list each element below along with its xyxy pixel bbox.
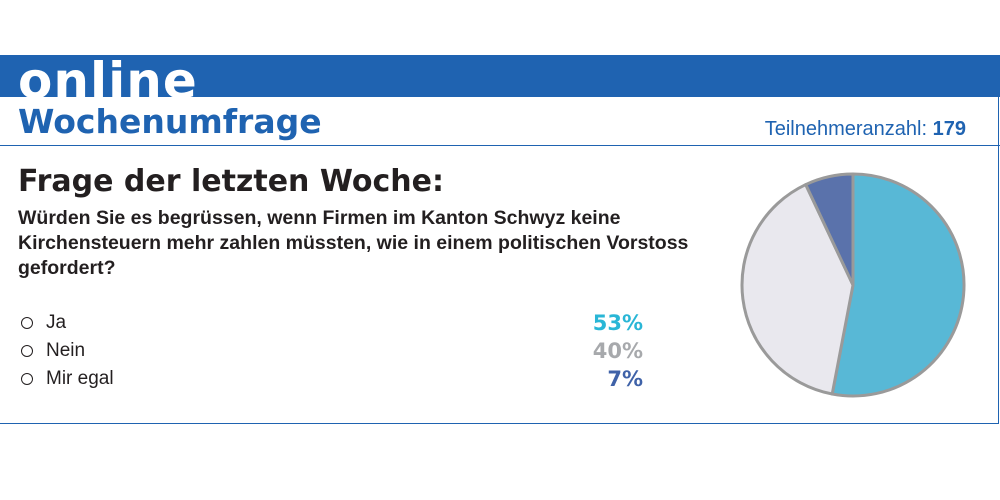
answer-option-mir-egal[interactable]: Mir egal 7% <box>18 366 643 394</box>
answer-percent: 40% <box>592 339 643 363</box>
page-title: Wochenumfrage <box>18 102 322 141</box>
radio-icon[interactable] <box>21 345 33 357</box>
question-text: Würden Sie es begrüssen, wenn Firmen im … <box>18 207 689 279</box>
answer-label: Ja <box>46 312 67 333</box>
answer-percent: 53% <box>592 311 643 335</box>
answer-label: Nein <box>46 340 86 361</box>
poll-panel <box>0 97 999 424</box>
answer-option-ja[interactable]: Ja 53% <box>18 310 643 338</box>
participant-count: Teilnehmeranzahl: 179 <box>765 117 966 141</box>
participant-count-value: 179 <box>932 118 966 140</box>
answer-label: Mir egal <box>46 368 114 389</box>
radio-icon[interactable] <box>21 373 33 385</box>
answer-options: Ja 53% Nein 40% Mir egal 7% <box>18 310 643 394</box>
answer-option-nein[interactable]: Nein 40% <box>18 338 643 366</box>
participant-count-label: Teilnehmeranzahl: <box>764 118 928 140</box>
radio-icon[interactable] <box>21 317 33 329</box>
pie-slice-nein <box>740 183 855 396</box>
answer-percent: 7% <box>607 367 643 391</box>
title-divider <box>0 145 1000 146</box>
question-heading: Frage der letzten Woche: <box>18 164 444 199</box>
results-pie-chart <box>740 172 966 398</box>
pie-slice-ja <box>830 172 966 398</box>
header-banner: online <box>0 55 1000 97</box>
pie-slice-mir-egal <box>804 172 855 287</box>
banner-wordmark: online <box>18 55 198 97</box>
